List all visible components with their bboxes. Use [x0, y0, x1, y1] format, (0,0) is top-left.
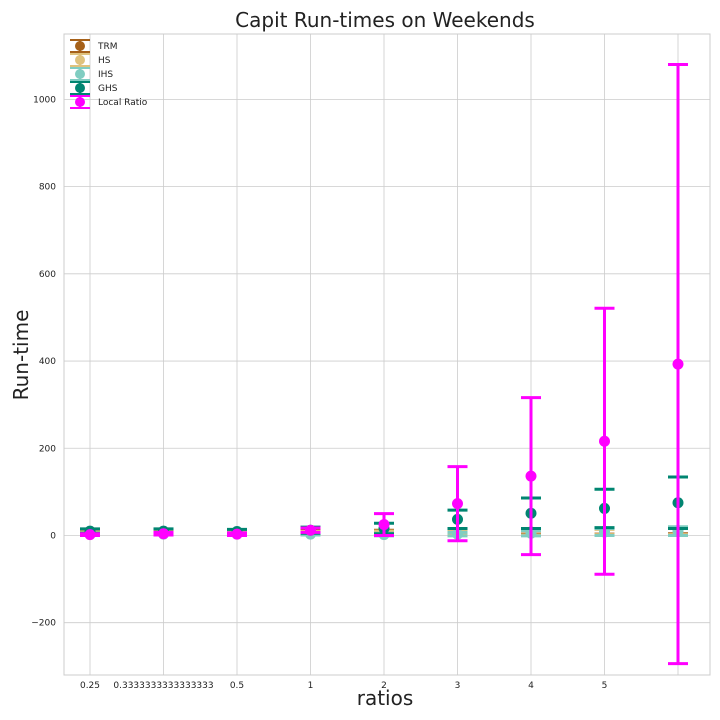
- data-point: [452, 498, 463, 510]
- x-tick-label: 0.3333333333333333: [113, 681, 213, 691]
- legend-marker-dot: [75, 97, 85, 107]
- data-point: [672, 358, 684, 370]
- plot-frame: [63, 33, 711, 676]
- legend-label: TRM: [97, 42, 118, 52]
- legend-marker-dot: [75, 83, 85, 93]
- x-tick-label: 3: [455, 681, 461, 691]
- data-point: [84, 529, 96, 541]
- legend-entry: GHS: [70, 81, 118, 95]
- y-tick-label: 800: [39, 183, 56, 193]
- legend-label: Local Ratio: [98, 98, 148, 108]
- y-tick-label: 1000: [33, 95, 56, 105]
- data-point: [525, 470, 537, 482]
- legend-label: GHS: [98, 84, 118, 94]
- legend: TRM HS IHS GHS Local Ratio: [70, 39, 148, 109]
- y-axis-label: Run-time: [9, 310, 33, 401]
- series-local-ratio: [80, 63, 688, 666]
- y-tick-label: 200: [39, 444, 56, 454]
- x-tick-label: 4: [528, 681, 534, 691]
- chart-title: Capit Run-times on Weekends: [235, 8, 535, 32]
- data-point: [378, 519, 390, 531]
- legend-entry: HS: [70, 53, 111, 67]
- x-tick-label: 1: [308, 681, 314, 691]
- x-tick-label: 5: [602, 681, 608, 691]
- x-tick-label: 0.5: [230, 681, 244, 691]
- y-tick-label: −200: [31, 619, 56, 629]
- data-point: [231, 528, 243, 540]
- data-point: [305, 524, 316, 536]
- x-tick-label: 0.25: [80, 681, 100, 691]
- legend-label: HS: [98, 56, 111, 66]
- legend-entry: TRM: [70, 39, 118, 53]
- legend-marker-dot: [75, 55, 85, 65]
- legend-label: IHS: [98, 70, 113, 80]
- y-tick-label: 0: [50, 531, 56, 541]
- legend-marker-dot: [75, 41, 85, 51]
- y-tick-label: 600: [39, 270, 56, 280]
- data-point: [158, 528, 169, 540]
- grid: [64, 34, 710, 675]
- x-axis-label: ratios: [357, 686, 414, 710]
- x-tick-label: 2: [381, 681, 387, 691]
- series-layer: [80, 63, 688, 666]
- legend-marker-dot: [75, 69, 85, 79]
- y-ticks: −200 0 200 400 600 800 1000: [31, 95, 56, 628]
- data-point: [599, 435, 610, 447]
- y-tick-label: 400: [39, 357, 56, 367]
- x-ticks: 0.25 0.3333333333333333 0.5 1 2 3 4 5: [80, 681, 607, 691]
- legend-entry: Local Ratio: [70, 95, 148, 109]
- legend-entry: IHS: [70, 67, 113, 81]
